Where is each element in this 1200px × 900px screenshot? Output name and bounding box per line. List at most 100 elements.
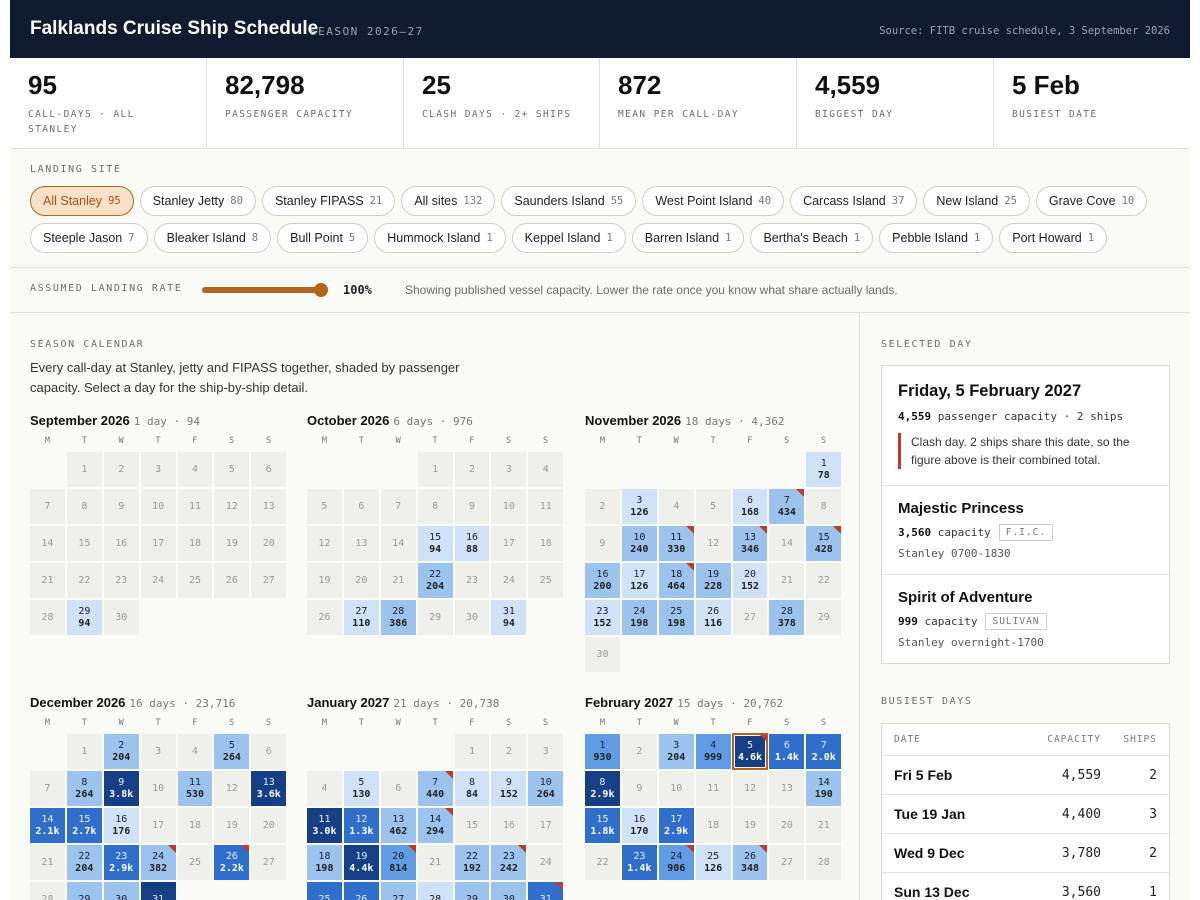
day-cell-call[interactable]: 12 1.3k <box>343 808 379 843</box>
day-cell-call[interactable]: 24 198 <box>621 600 657 635</box>
day-cell-call[interactable]: 27 110 <box>343 600 379 635</box>
day-cell-call[interactable]: 22 192 <box>454 845 490 880</box>
day-cell-call[interactable]: 9 152 <box>491 771 527 806</box>
day-cell-call[interactable]: 26 <box>343 882 379 900</box>
day-cell-call[interactable]: 17 126 <box>621 563 657 598</box>
day-cell-call[interactable]: 6 168 <box>732 489 768 524</box>
day-cell-call[interactable]: 5 4.6k <box>731 733 769 770</box>
site-chip-hummock-island[interactable]: Hummock Island 1 <box>374 223 506 253</box>
day-cell-call[interactable]: 5 264 <box>214 734 250 769</box>
site-chip-barren-island[interactable]: Barren Island 1 <box>631 223 745 253</box>
day-cell-call[interactable]: 17 2.9k <box>658 808 694 843</box>
day-cell-call[interactable]: 18 198 <box>307 845 342 880</box>
day-cell-call[interactable]: 27 <box>380 882 416 900</box>
day-cell-call[interactable]: 29 <box>66 882 102 900</box>
site-chip-bull-point[interactable]: Bull Point 5 <box>277 223 369 253</box>
site-chip-steeple-jason[interactable]: Steeple Jason 7 <box>30 223 148 253</box>
day-cell-call[interactable]: 3 204 <box>658 734 694 769</box>
day-cell-call[interactable]: 7 2.0k <box>806 734 842 769</box>
site-chip-west-point-island[interactable]: West Point Island 40 <box>642 186 785 216</box>
table-row[interactable]: Wed 9 Dec 3,780 2 <box>882 834 1169 873</box>
day-cell-call[interactable]: 31 <box>140 882 176 900</box>
day-cell-call[interactable]: 10 240 <box>621 526 657 561</box>
day-cell-call[interactable]: 13 462 <box>380 808 416 843</box>
day-cell-call[interactable]: 14 2.1k <box>30 808 65 843</box>
day-cell-call[interactable]: 18 464 <box>658 563 694 598</box>
day-cell-call[interactable]: 26 2.2k <box>214 845 250 880</box>
day-cell-call[interactable]: 31 <box>528 882 564 900</box>
table-row[interactable]: Fri 5 Feb 4,559 2 <box>882 756 1169 795</box>
day-cell-call[interactable]: 31 94 <box>491 600 527 635</box>
ship-entry[interactable]: Spirit of Adventure 999 capacity SULIVAN … <box>882 575 1169 664</box>
day-cell-call[interactable]: 7 440 <box>417 771 453 806</box>
day-cell-call[interactable]: 15 1.8k <box>585 808 620 843</box>
day-cell-call[interactable]: 11 330 <box>658 526 694 561</box>
day-cell-call[interactable]: 23 152 <box>585 600 620 635</box>
site-chip-bertha-s-beach[interactable]: Bertha's Beach 1 <box>750 223 874 253</box>
day-cell-call[interactable]: 5 130 <box>343 771 379 806</box>
day-cell-call[interactable]: 29 94 <box>66 600 102 635</box>
day-cell-call[interactable]: 28 <box>417 882 453 900</box>
day-cell-call[interactable]: 15 428 <box>806 526 842 561</box>
site-chip-saunders-island[interactable]: Saunders Island 55 <box>501 186 637 216</box>
day-cell-call[interactable]: 29 <box>454 882 490 900</box>
day-cell-call[interactable]: 11 530 <box>177 771 213 806</box>
day-cell-call[interactable]: 16 176 <box>103 808 139 843</box>
day-cell-call[interactable]: 25 126 <box>695 845 731 880</box>
day-cell-call[interactable]: 3 126 <box>621 489 657 524</box>
day-cell-call[interactable]: 11 3.0k <box>307 808 342 843</box>
site-chip-all-stanley[interactable]: All Stanley 95 <box>30 186 134 216</box>
day-cell-call[interactable]: 14 294 <box>417 808 453 843</box>
day-cell-call[interactable]: 15 94 <box>417 526 453 561</box>
site-chip-stanley-jetty[interactable]: Stanley Jetty 80 <box>139 186 256 216</box>
day-cell-call[interactable]: 1 930 <box>585 734 620 769</box>
day-cell-call[interactable]: 16 200 <box>585 563 620 598</box>
day-cell-call[interactable]: 19 4.4k <box>343 845 379 880</box>
day-cell-call[interactable]: 22 204 <box>66 845 102 880</box>
day-cell-call[interactable]: 10 264 <box>528 771 564 806</box>
day-cell-call[interactable]: 8 264 <box>66 771 102 806</box>
day-cell-call[interactable]: 22 204 <box>417 563 453 598</box>
site-chip-bleaker-island[interactable]: Bleaker Island 8 <box>153 223 272 253</box>
site-chip-new-island[interactable]: New Island 25 <box>923 186 1030 216</box>
day-cell-call[interactable]: 23 1.4k <box>621 845 657 880</box>
day-cell-call[interactable]: 4 999 <box>695 734 731 769</box>
day-cell-call[interactable]: 19 228 <box>695 563 731 598</box>
day-cell-call[interactable]: 8 2.9k <box>585 771 620 806</box>
day-cell-call[interactable]: 16 170 <box>621 808 657 843</box>
day-cell-call[interactable]: 7 434 <box>769 489 805 524</box>
day-cell-call[interactable]: 25 198 <box>658 600 694 635</box>
day-cell-call[interactable]: 28 386 <box>380 600 416 635</box>
day-cell-call[interactable]: 13 346 <box>732 526 768 561</box>
day-cell-call[interactable]: 25 <box>307 882 342 900</box>
ship-entry[interactable]: Majestic Princess 3,560 capacity F.I.C. S… <box>882 486 1169 575</box>
day-cell-call[interactable]: 9 3.8k <box>103 771 139 806</box>
day-cell-call[interactable]: 23 242 <box>491 845 527 880</box>
day-cell-call[interactable]: 14 190 <box>806 771 842 806</box>
day-cell-call[interactable]: 8 84 <box>454 771 490 806</box>
day-cell-call[interactable]: 16 88 <box>454 526 490 561</box>
day-cell-call[interactable]: 20 814 <box>380 845 416 880</box>
day-cell-call[interactable]: 23 2.9k <box>103 845 139 880</box>
day-cell-call[interactable]: 20 152 <box>732 563 768 598</box>
site-chip-all-sites[interactable]: All sites 132 <box>401 186 496 216</box>
day-cell-call[interactable]: 24 906 <box>658 845 694 880</box>
site-chip-port-howard[interactable]: Port Howard 1 <box>999 223 1108 253</box>
day-cell-call[interactable]: 2 204 <box>103 734 139 769</box>
table-row[interactable]: Sun 13 Dec 3,560 1 <box>882 873 1169 900</box>
site-chip-keppel-island[interactable]: Keppel Island 1 <box>511 223 626 253</box>
day-cell-call[interactable]: 15 2.7k <box>66 808 102 843</box>
day-cell-call[interactable]: 30 <box>491 882 527 900</box>
table-row[interactable]: Tue 19 Jan 4,400 3 <box>882 795 1169 834</box>
day-cell-call[interactable]: 26 348 <box>732 845 768 880</box>
day-cell-call[interactable]: 26 116 <box>695 600 731 635</box>
day-cell-call[interactable]: 1 78 <box>806 452 842 487</box>
day-cell-call[interactable]: 6 1.4k <box>769 734 805 769</box>
site-chip-pebble-island[interactable]: Pebble Island 1 <box>879 223 994 253</box>
site-chip-stanley-fipass[interactable]: Stanley FIPASS 21 <box>261 186 396 216</box>
day-cell-call[interactable]: 13 3.6k <box>251 771 287 806</box>
day-cell-call[interactable]: 28 378 <box>769 600 805 635</box>
site-chip-carcass-island[interactable]: Carcass Island 37 <box>790 186 918 216</box>
day-cell-call[interactable]: 24 382 <box>140 845 176 880</box>
landing-rate-slider[interactable] <box>202 283 330 297</box>
